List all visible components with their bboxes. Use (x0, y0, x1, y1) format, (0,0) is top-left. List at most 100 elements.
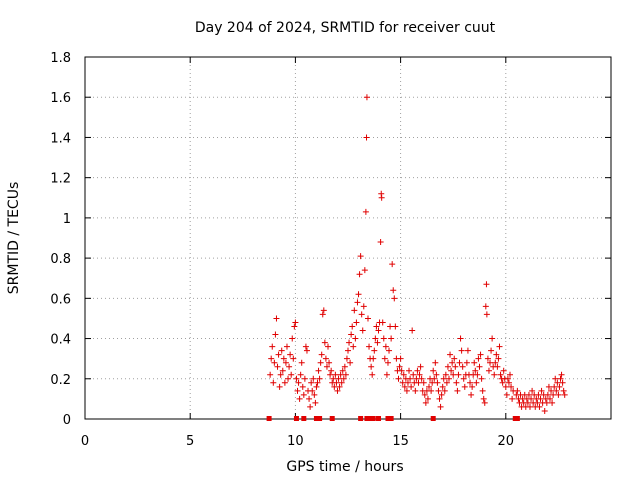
y-tick-label: 0.4 (50, 333, 71, 348)
flag-marker (367, 416, 373, 421)
grid-layer (85, 57, 611, 419)
data-point (414, 367, 421, 374)
data-point (528, 395, 535, 402)
x-tick-label: 0 (81, 434, 89, 449)
data-point (535, 391, 542, 398)
data-point (331, 383, 338, 390)
data-point (358, 311, 365, 318)
data-point (287, 351, 294, 358)
data-point (384, 359, 391, 366)
data-point (363, 134, 370, 141)
x-tick-labels: 0 5 10 15 20 (81, 434, 514, 449)
data-point (487, 359, 494, 366)
data-point (395, 375, 402, 382)
flag-marker (358, 416, 364, 421)
data-point (291, 323, 298, 330)
data-point (388, 335, 395, 342)
data-point (407, 375, 414, 382)
data-point (437, 403, 444, 410)
data-point (292, 319, 299, 326)
data-point (300, 391, 307, 398)
data-point (370, 355, 377, 362)
data-point (549, 399, 556, 406)
data-point (285, 375, 292, 382)
data-point (488, 347, 495, 354)
flag-marker (370, 416, 376, 421)
data-point (401, 383, 408, 390)
data-point (332, 371, 339, 378)
data-point (387, 323, 394, 330)
data-point (558, 371, 565, 378)
data-point (438, 391, 445, 398)
x-tick-label: 10 (287, 434, 304, 449)
data-point (301, 375, 308, 382)
data-point (496, 343, 503, 350)
data-point (298, 359, 305, 366)
flag-marker (313, 416, 319, 421)
data-point (555, 391, 562, 398)
data-point (306, 395, 313, 402)
data-point (308, 379, 315, 386)
y-axis-label: SRMTID / TECUs (6, 182, 22, 295)
data-point (448, 367, 455, 374)
data-point (435, 387, 442, 394)
y-tick-label: 0.6 (50, 292, 71, 307)
data-point (347, 359, 354, 366)
data-point (361, 267, 368, 274)
data-point (382, 343, 389, 350)
data-point (410, 371, 417, 378)
data-point (389, 261, 396, 268)
data-point (457, 335, 464, 342)
data-point (469, 383, 476, 390)
data-point (350, 343, 357, 350)
data-point (514, 387, 521, 394)
data-point (412, 387, 419, 394)
data-point (363, 94, 370, 101)
data-point (429, 379, 436, 386)
data-point (330, 375, 337, 382)
data-point (491, 371, 498, 378)
data-point (464, 347, 471, 354)
data-point (406, 367, 413, 374)
data-point (450, 371, 457, 378)
data-point (502, 383, 509, 390)
data-point (280, 355, 287, 362)
data-point (485, 367, 492, 374)
data-point (475, 355, 482, 362)
data-point (534, 399, 541, 406)
data-point (556, 383, 563, 390)
data-point (282, 359, 289, 366)
data-point (424, 395, 431, 402)
data-point (345, 347, 351, 354)
data-point (288, 371, 295, 378)
data-point (281, 379, 288, 386)
data-point (346, 339, 353, 346)
data-point (476, 363, 483, 370)
flag-marker (385, 416, 391, 421)
data-point (504, 375, 511, 382)
data-point (508, 383, 515, 390)
data-point (455, 371, 462, 378)
data-point (397, 355, 404, 362)
flag-marker (266, 416, 272, 421)
flag-marker (364, 416, 370, 421)
data-point (366, 343, 373, 350)
data-point (444, 363, 451, 370)
data-point (461, 383, 468, 390)
data-point (403, 387, 410, 394)
data-point (319, 311, 326, 318)
data-point (422, 399, 429, 406)
data-point (413, 375, 420, 382)
data-point (503, 391, 510, 398)
flag-marker (293, 416, 299, 421)
data-point (294, 387, 301, 394)
data-point (408, 383, 415, 390)
flag-marker (430, 416, 436, 421)
data-point (456, 359, 463, 366)
data-point (371, 347, 378, 354)
data-point (334, 387, 341, 394)
chart-title: Day 204 of 2024, SRMTID for receiver cuu… (195, 20, 496, 36)
data-point (379, 319, 386, 326)
y-tick-label: 0.2 (50, 373, 71, 388)
data-point (453, 379, 460, 386)
